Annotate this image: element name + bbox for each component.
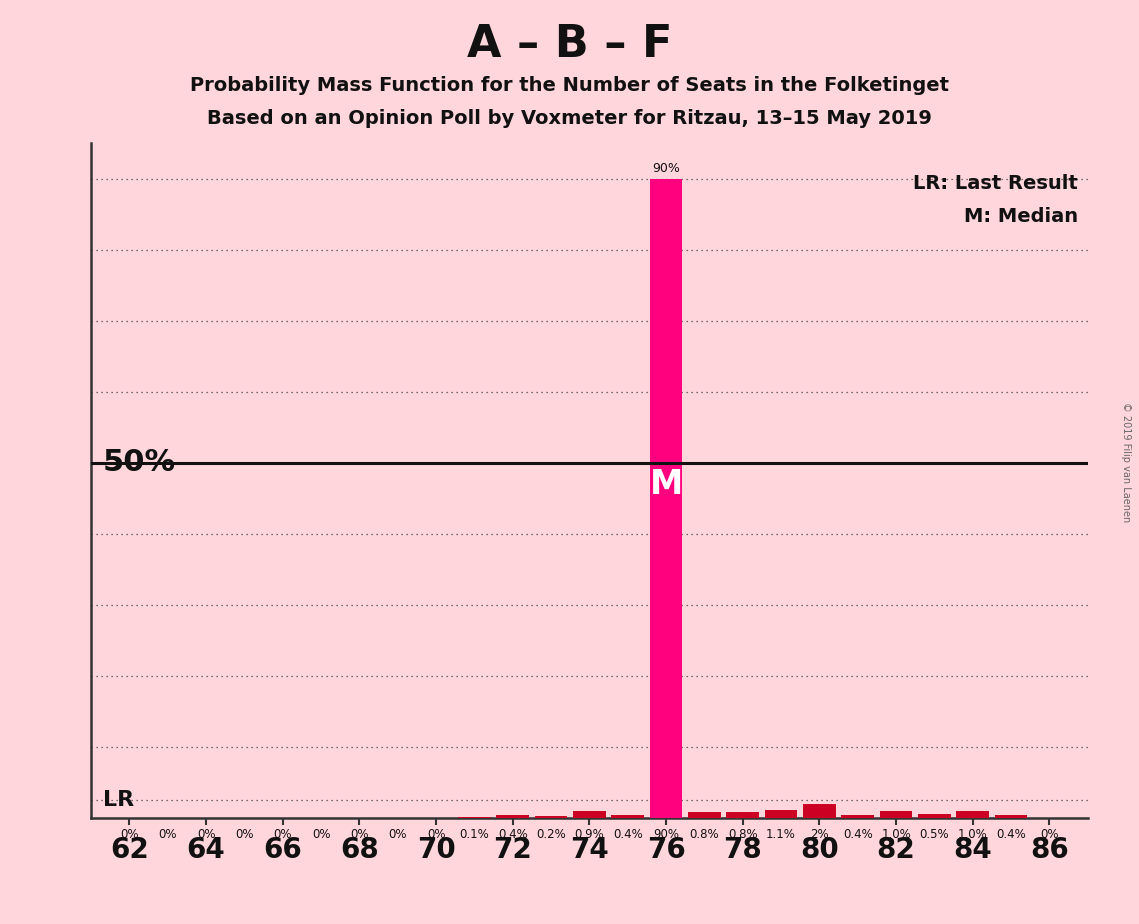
Text: Probability Mass Function for the Number of Seats in the Folketinget: Probability Mass Function for the Number… [190,76,949,95]
Text: Based on an Opinion Poll by Voxmeter for Ritzau, 13–15 May 2019: Based on an Opinion Poll by Voxmeter for… [207,109,932,128]
Text: 0.8%: 0.8% [689,829,719,842]
Text: 90%: 90% [653,829,679,842]
Bar [842,815,874,818]
Text: 0%: 0% [350,829,369,842]
Text: 1.1%: 1.1% [767,829,796,842]
Bar [764,810,797,818]
Text: M: M [649,468,682,501]
Bar [535,816,567,818]
Bar [957,810,989,818]
Text: 90%: 90% [653,163,680,176]
Text: 0.4%: 0.4% [997,829,1026,842]
Text: 0%: 0% [121,829,139,842]
Text: 50%: 50% [103,448,175,477]
Bar [994,815,1027,818]
Text: M: Median: M: Median [964,207,1077,226]
Text: LR: LR [103,790,133,810]
Bar [803,804,836,818]
Text: LR: Last Result: LR: Last Result [913,174,1077,192]
Text: 0.8%: 0.8% [728,829,757,842]
Text: 0.2%: 0.2% [536,829,566,842]
Text: 0%: 0% [235,829,254,842]
Text: 0.4%: 0.4% [613,829,642,842]
Text: 0.1%: 0.1% [459,829,490,842]
Bar [650,178,682,818]
Text: 0%: 0% [197,829,215,842]
Text: 0.5%: 0.5% [919,829,949,842]
Text: 0.4%: 0.4% [843,829,872,842]
Bar [612,815,644,818]
Text: 0%: 0% [388,829,407,842]
Text: 1.0%: 1.0% [958,829,988,842]
Text: 1.0%: 1.0% [882,829,911,842]
Text: 0%: 0% [273,829,292,842]
Bar [688,812,721,818]
Text: 0%: 0% [312,829,330,842]
Bar [879,810,912,818]
Text: 0%: 0% [427,829,445,842]
Text: 0%: 0% [158,829,177,842]
Bar [573,811,606,818]
Text: 2%: 2% [810,829,829,842]
Text: 0%: 0% [1040,829,1058,842]
Text: © 2019 Filip van Laenen: © 2019 Filip van Laenen [1121,402,1131,522]
Bar [918,814,951,818]
Text: 0.4%: 0.4% [498,829,527,842]
Text: 0.9%: 0.9% [574,829,605,842]
Text: A – B – F: A – B – F [467,23,672,67]
Bar [727,812,759,818]
Bar [497,815,528,818]
